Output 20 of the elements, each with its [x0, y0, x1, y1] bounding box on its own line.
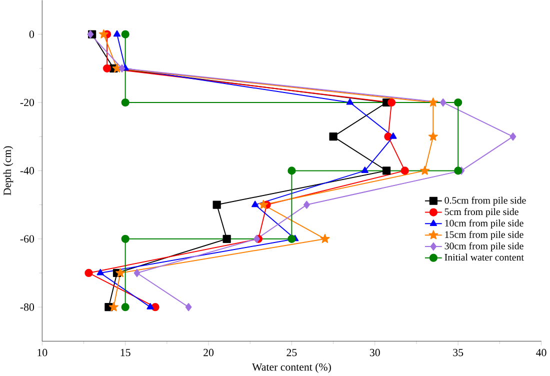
- x-tick-label: 40: [536, 348, 546, 356]
- legend-label: 5cm from pile side: [444, 208, 518, 218]
- legend-label: 15cm from pile side: [445, 230, 524, 240]
- x-tick-label: 25: [286, 348, 297, 356]
- x-tick-label: 10: [38, 348, 48, 356]
- y-axis-title: Depth (cm): [3, 146, 14, 196]
- x-tick-label: 15: [120, 348, 130, 356]
- legend-label: 30cm from pile side: [444, 242, 524, 252]
- legend-label: Initial water content: [444, 254, 524, 261]
- y-tick-label: 0: [29, 30, 34, 38]
- x-axis-title: Water content (%): [252, 362, 331, 373]
- x-tick-label: 35: [453, 348, 464, 356]
- y-tick-label: -80: [20, 303, 34, 311]
- y-tick-label: -60: [20, 235, 34, 242]
- y-tick-label: -20: [20, 98, 34, 106]
- y-tick-label: -40: [20, 166, 34, 174]
- legend-label: 0.5cm from pile side: [444, 196, 526, 206]
- x-tick-label: 20: [204, 348, 214, 356]
- x-tick-label: 30: [370, 348, 380, 356]
- legend-label: 10cm from pile side: [445, 219, 524, 228]
